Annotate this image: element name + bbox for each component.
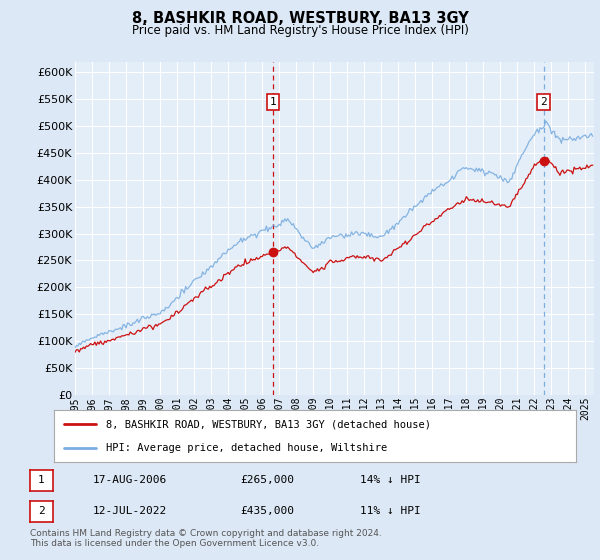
Text: 1: 1: [269, 97, 276, 107]
Text: 12-JUL-2022: 12-JUL-2022: [93, 506, 167, 516]
Text: £265,000: £265,000: [240, 475, 294, 486]
Text: Price paid vs. HM Land Registry's House Price Index (HPI): Price paid vs. HM Land Registry's House …: [131, 24, 469, 36]
Text: 11% ↓ HPI: 11% ↓ HPI: [360, 506, 421, 516]
Text: £435,000: £435,000: [240, 506, 294, 516]
Text: Contains HM Land Registry data © Crown copyright and database right 2024.: Contains HM Land Registry data © Crown c…: [30, 529, 382, 538]
Text: 8, BASHKIR ROAD, WESTBURY, BA13 3GY (detached house): 8, BASHKIR ROAD, WESTBURY, BA13 3GY (det…: [106, 419, 431, 430]
Text: This data is licensed under the Open Government Licence v3.0.: This data is licensed under the Open Gov…: [30, 539, 319, 548]
Text: 8, BASHKIR ROAD, WESTBURY, BA13 3GY: 8, BASHKIR ROAD, WESTBURY, BA13 3GY: [131, 11, 469, 26]
Text: 14% ↓ HPI: 14% ↓ HPI: [360, 475, 421, 486]
Text: HPI: Average price, detached house, Wiltshire: HPI: Average price, detached house, Wilt…: [106, 443, 388, 453]
Text: 1: 1: [38, 475, 45, 486]
Text: 2: 2: [540, 97, 547, 107]
Text: 17-AUG-2006: 17-AUG-2006: [93, 475, 167, 486]
Text: 2: 2: [38, 506, 45, 516]
